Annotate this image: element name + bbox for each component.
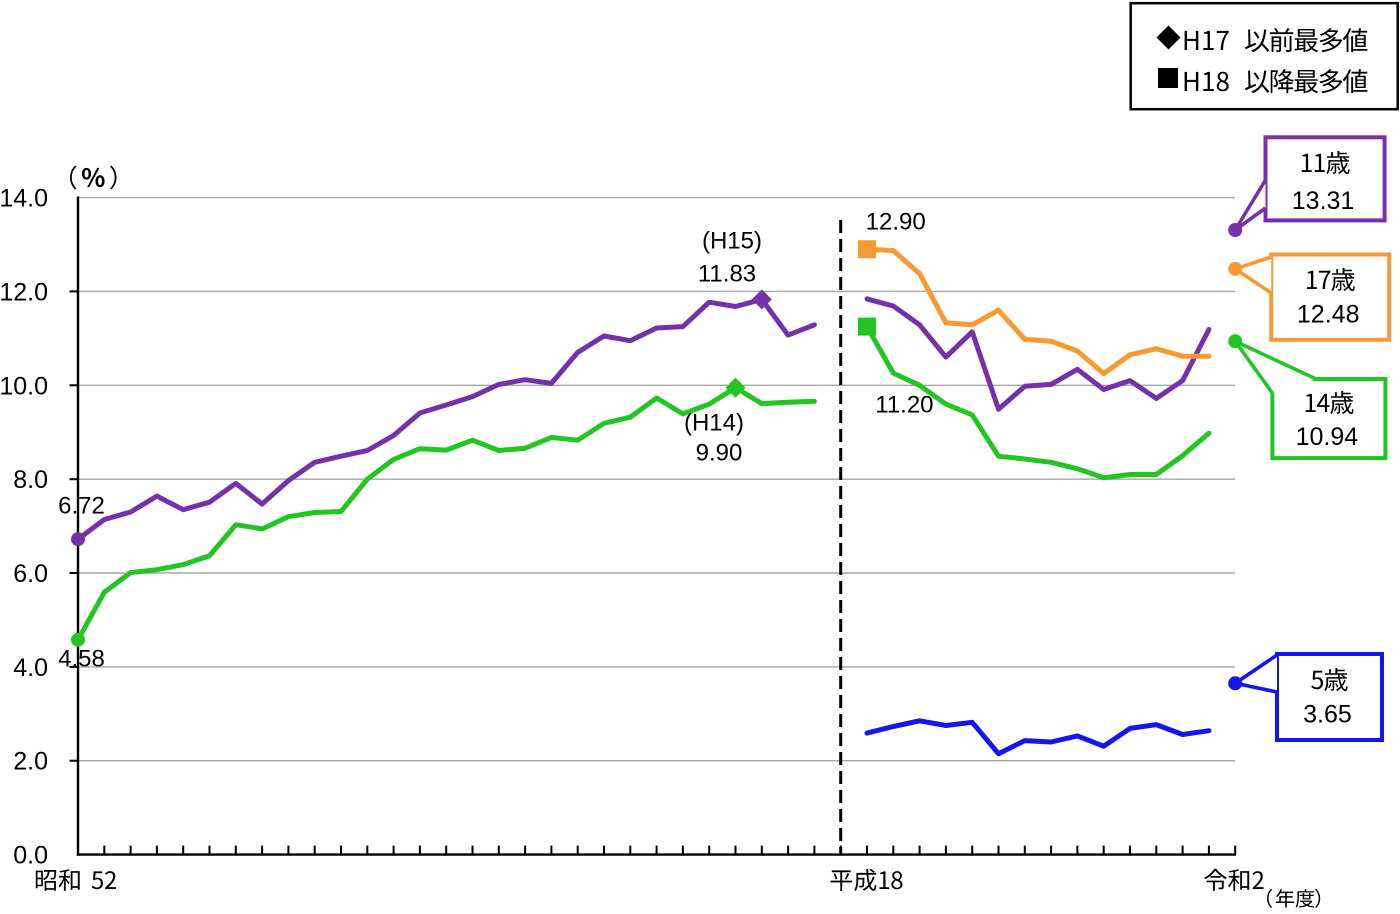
svg-text:4.58: 4.58 [58, 646, 105, 673]
svg-text:11.83: 11.83 [698, 261, 756, 288]
svg-text:(H14): (H14) [684, 410, 744, 437]
svg-text:14.0: 14.0 [0, 185, 48, 213]
svg-text:10.0: 10.0 [0, 372, 48, 400]
svg-text:4.0: 4.0 [13, 654, 48, 682]
svg-text:12.90: 12.90 [866, 209, 926, 236]
svg-text:0.0: 0.0 [13, 842, 48, 870]
svg-text:8.0: 8.0 [13, 466, 48, 494]
svg-text:10.94: 10.94 [1296, 423, 1359, 451]
svg-text:(H15): (H15) [702, 228, 762, 255]
svg-text:12.48: 12.48 [1297, 301, 1360, 329]
svg-text:12.0: 12.0 [0, 278, 48, 306]
svg-text:11.20: 11.20 [875, 392, 933, 419]
svg-text:13.31: 13.31 [1292, 187, 1355, 215]
svg-text:6.72: 6.72 [58, 493, 105, 520]
svg-text:9.90: 9.90 [696, 440, 743, 467]
svg-text:6.0: 6.0 [13, 560, 48, 588]
svg-text:3.65: 3.65 [1303, 701, 1352, 729]
svg-text:2.0: 2.0 [13, 748, 48, 776]
